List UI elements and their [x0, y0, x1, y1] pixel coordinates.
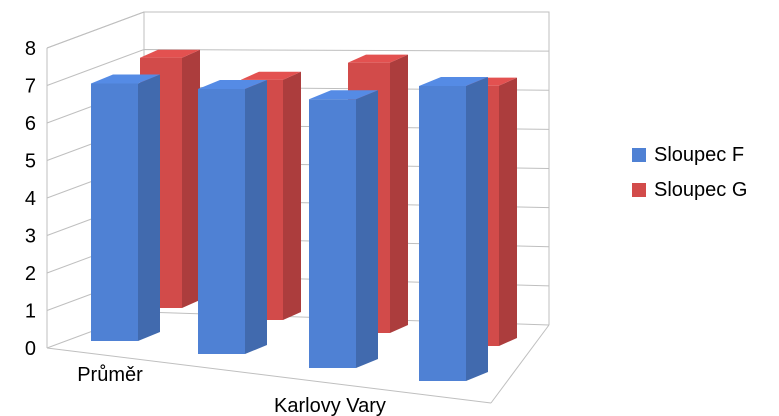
bar-sloupec-f	[198, 80, 267, 354]
y-tick-label: 3	[25, 226, 36, 248]
legend-swatch	[632, 183, 646, 197]
y-tick-label: 2	[25, 263, 36, 285]
x-category-label: Průměr	[77, 364, 143, 386]
floor-right-edge	[490, 324, 550, 404]
y-tick-label: 0	[25, 338, 36, 360]
bar-sloupec-f	[309, 90, 378, 368]
legend-label: Sloupec F	[654, 144, 744, 166]
bar-sloupec-f	[91, 74, 160, 341]
bar-sloupec-f	[419, 77, 488, 381]
floor-front-edge	[46, 347, 492, 404]
y-tick-label: 4	[25, 188, 36, 210]
y-tick-label: 8	[25, 38, 36, 60]
y-axis-ticks: 0 1 2 3 4 5 6 7 8	[25, 38, 36, 360]
y-tick-label: 7	[25, 76, 36, 98]
legend-label: Sloupec G	[654, 179, 747, 201]
legend: Sloupec F Sloupec G	[632, 144, 747, 201]
legend-swatch	[632, 148, 646, 162]
bars	[91, 49, 517, 381]
gridline	[46, 48, 550, 86]
category-labels: Průměr Karlovy Vary	[77, 364, 386, 416]
x-category-label: Karlovy Vary	[274, 395, 386, 416]
y-tick-label: 1	[25, 301, 36, 323]
gridline	[46, 11, 549, 49]
y-tick-label: 5	[25, 151, 36, 173]
y-tick-label: 6	[25, 113, 36, 135]
